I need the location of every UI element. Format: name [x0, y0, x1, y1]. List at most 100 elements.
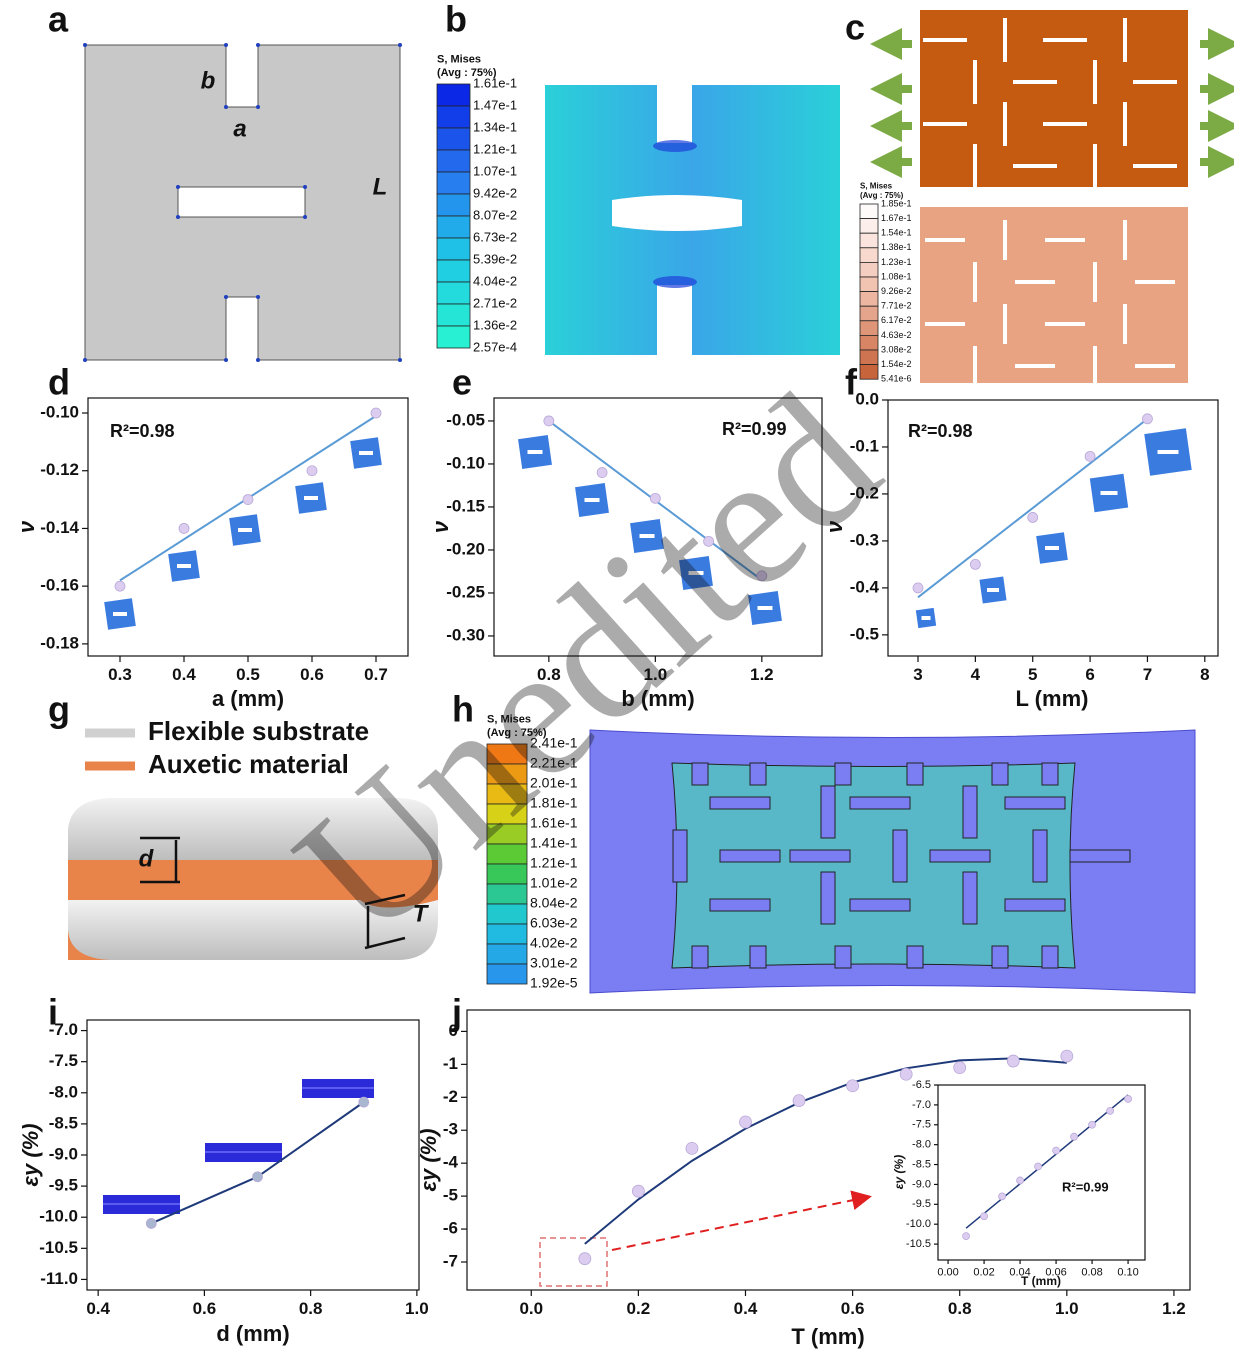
data-point — [243, 495, 253, 505]
notch — [1042, 946, 1058, 968]
slit — [925, 322, 965, 326]
thumbnail-slot — [359, 451, 373, 455]
colorbar-block — [437, 216, 470, 238]
data-point — [900, 1068, 912, 1080]
data-point — [1142, 414, 1152, 424]
x-tick-label: 0.4 — [734, 1299, 758, 1318]
data-point — [954, 1062, 966, 1074]
thumbnail-slot — [585, 498, 600, 502]
slot — [720, 850, 780, 862]
y-tick-label: -2 — [443, 1087, 458, 1106]
vertex — [256, 43, 260, 47]
data-point — [307, 466, 317, 476]
x-axis-label: d (mm) — [216, 1321, 289, 1346]
vertex — [303, 215, 307, 219]
colorbar-block — [860, 292, 878, 307]
data-point — [913, 583, 923, 593]
y-tick-label: -10.5 — [906, 1238, 931, 1250]
colorbar-label: 1.54e-2 — [881, 359, 912, 369]
y-tick-label: 0 — [449, 1021, 458, 1040]
x-tick-label: 0.7 — [364, 665, 388, 684]
dim-label: L — [373, 173, 388, 200]
colorbar-block — [487, 944, 527, 964]
data-point — [1089, 1121, 1096, 1128]
colorbar-label: 1.54e-1 — [881, 228, 912, 238]
slit — [1003, 304, 1007, 344]
y-tick-label: -5 — [443, 1186, 458, 1205]
colorbar-label: 6.03e-2 — [530, 915, 578, 931]
slot — [710, 797, 770, 809]
auxetic-sheet — [920, 10, 1188, 187]
data-point — [632, 1185, 644, 1197]
thumbnail-slot — [528, 450, 543, 454]
stress-map — [545, 85, 840, 355]
y-tick-label: -9.5 — [49, 1176, 78, 1195]
slit — [1013, 164, 1057, 168]
colorbar-label: 1.34e-1 — [473, 119, 517, 134]
colorbar-label: 1.47e-1 — [473, 97, 517, 112]
x-tick-label: 0.08 — [1081, 1267, 1102, 1279]
thumbnail-slot — [1158, 450, 1179, 454]
vertex — [83, 43, 87, 47]
annotation: R²=0.98 — [908, 421, 973, 441]
legend-label: Flexible substrate — [148, 716, 369, 746]
slit — [1045, 322, 1085, 326]
y-tick-label: -11.0 — [40, 1269, 78, 1288]
colorbar-block — [437, 282, 470, 304]
x-tick-label: 1.0 — [1055, 1299, 1079, 1318]
colorbar-block — [860, 219, 878, 234]
colorbar-block — [487, 904, 527, 924]
slit — [1003, 220, 1007, 260]
data-point — [371, 408, 381, 418]
data-point — [1017, 1177, 1024, 1184]
y-tick-label: -6 — [443, 1219, 458, 1238]
colorbar-label: 1.23e-1 — [881, 257, 912, 267]
vertex — [256, 358, 260, 362]
colorbar-label: 7.71e-2 — [881, 301, 912, 311]
y-axis-label: εy (%) — [416, 1128, 441, 1191]
y-tick-label: 0.0 — [855, 389, 879, 408]
y-tick-label: -0.20 — [446, 539, 485, 558]
colorbar-label: 3.01e-2 — [530, 955, 578, 971]
y-tick-label: -8.5 — [912, 1158, 931, 1170]
x-tick-label: 0.10 — [1117, 1267, 1138, 1279]
data-point — [1053, 1147, 1060, 1154]
x-tick-label: 0.4 — [172, 665, 196, 684]
y-tick-label: -0.25 — [446, 582, 485, 601]
colorbar-label: 1.36e-2 — [473, 317, 517, 332]
colorbar-block — [437, 150, 470, 172]
colorbar-label: 6.73e-2 — [473, 229, 517, 244]
data-point — [1061, 1050, 1073, 1062]
x-tick-label: 0.2 — [627, 1299, 651, 1318]
x-tick-label: 8 — [1200, 665, 1209, 684]
x-tick-label: 1.2 — [1162, 1299, 1186, 1318]
notch — [992, 946, 1008, 968]
slit — [973, 346, 977, 386]
vertex — [224, 358, 228, 362]
data-point — [1007, 1055, 1019, 1067]
data-point — [115, 581, 125, 591]
data-point — [963, 1233, 970, 1240]
deformed-sheet — [920, 207, 1188, 383]
x-tick-label: 5 — [1028, 665, 1037, 684]
notch — [692, 763, 708, 785]
thumbnail-slot — [922, 616, 931, 620]
y-tick-label: -7 — [443, 1251, 458, 1270]
y-tick-label: -10.0 — [906, 1218, 931, 1230]
x-tick-label: 7 — [1143, 665, 1152, 684]
slit — [1093, 144, 1097, 188]
y-tick-label: -7.0 — [49, 1020, 78, 1039]
colorbar-block — [860, 350, 878, 365]
notch — [835, 946, 851, 968]
notch — [835, 763, 851, 785]
vertex — [256, 295, 260, 299]
colorbar-label: 1.07e-1 — [473, 163, 517, 178]
annotation: R²=0.98 — [110, 421, 175, 441]
x-tick-label: 1.0 — [405, 1299, 429, 1318]
colorbar-block — [437, 260, 470, 282]
data-point — [1085, 451, 1095, 461]
slot — [893, 830, 907, 882]
x-tick-label: 6 — [1085, 665, 1094, 684]
y-tick-label: -8.0 — [912, 1139, 931, 1151]
y-tick-label: -1 — [443, 1054, 458, 1073]
